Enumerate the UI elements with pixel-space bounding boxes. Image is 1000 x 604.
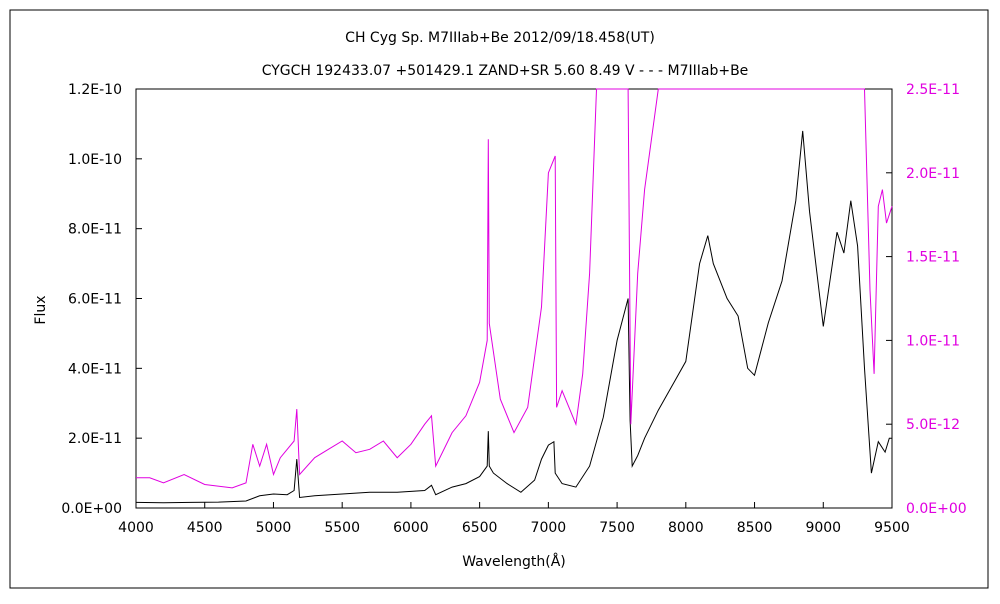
x-tick-label: 5500 (324, 520, 360, 536)
x-tick-label: 9500 (874, 520, 910, 536)
y-left-tick-label: 8.0E-11 (68, 222, 122, 238)
series-layer (135, 88, 893, 504)
x-tick-label: 4000 (118, 520, 154, 536)
x-tick-label: 9000 (805, 520, 841, 536)
x-tick-label: 5000 (256, 520, 292, 536)
x-tick-label: 7500 (599, 520, 635, 536)
y-left-tick-label: 1.0E-10 (68, 152, 122, 168)
x-tick-label: 7000 (531, 520, 567, 536)
y-right-tick-label: 0.0E+00 (906, 501, 967, 517)
y-axis-label: Flux (33, 295, 49, 324)
x-tick-label: 8500 (737, 520, 773, 536)
y-right-tick-label: 1.5E-11 (906, 250, 960, 266)
y-right-tick-label: 5.0E-12 (906, 417, 960, 433)
series-line-right (136, 88, 893, 489)
y-left-tick-label: 6.0E-11 (68, 292, 122, 308)
y-right-tick-label: 1.0E-11 (906, 333, 960, 349)
y-left-tick-label: 2.0E-11 (68, 431, 122, 447)
y-right-tick-label: 2.5E-11 (906, 82, 960, 98)
x-tick-label: 8000 (668, 520, 704, 536)
plot-area (135, 88, 893, 509)
y-right-tick-label: 2.0E-11 (906, 166, 960, 182)
series-line-left (135, 130, 892, 504)
x-tick-label: 6500 (462, 520, 498, 536)
axes-layer: 4000 4500 5000 5500 6000 6500 7000 7500 8000 8500… (61, 82, 966, 536)
y-left-tick-label: 4.0E-11 (68, 361, 122, 377)
x-tick-label: 6000 (393, 520, 429, 536)
x-tick-label: 4500 (187, 520, 223, 536)
chart-title: CH Cyg Sp. M7IIIab+Be 2012/09/18.458(UT) (345, 30, 655, 46)
y-left-tick-label: 1.2E-10 (68, 82, 122, 98)
x-axis-label: Wavelength(Å) (462, 553, 566, 570)
y-left-tick-label: 0.0E+00 (61, 501, 122, 517)
chart-subtitle: CYGCH 192433.07 +501429.1 ZAND+SR 5.60 8… (262, 63, 749, 79)
